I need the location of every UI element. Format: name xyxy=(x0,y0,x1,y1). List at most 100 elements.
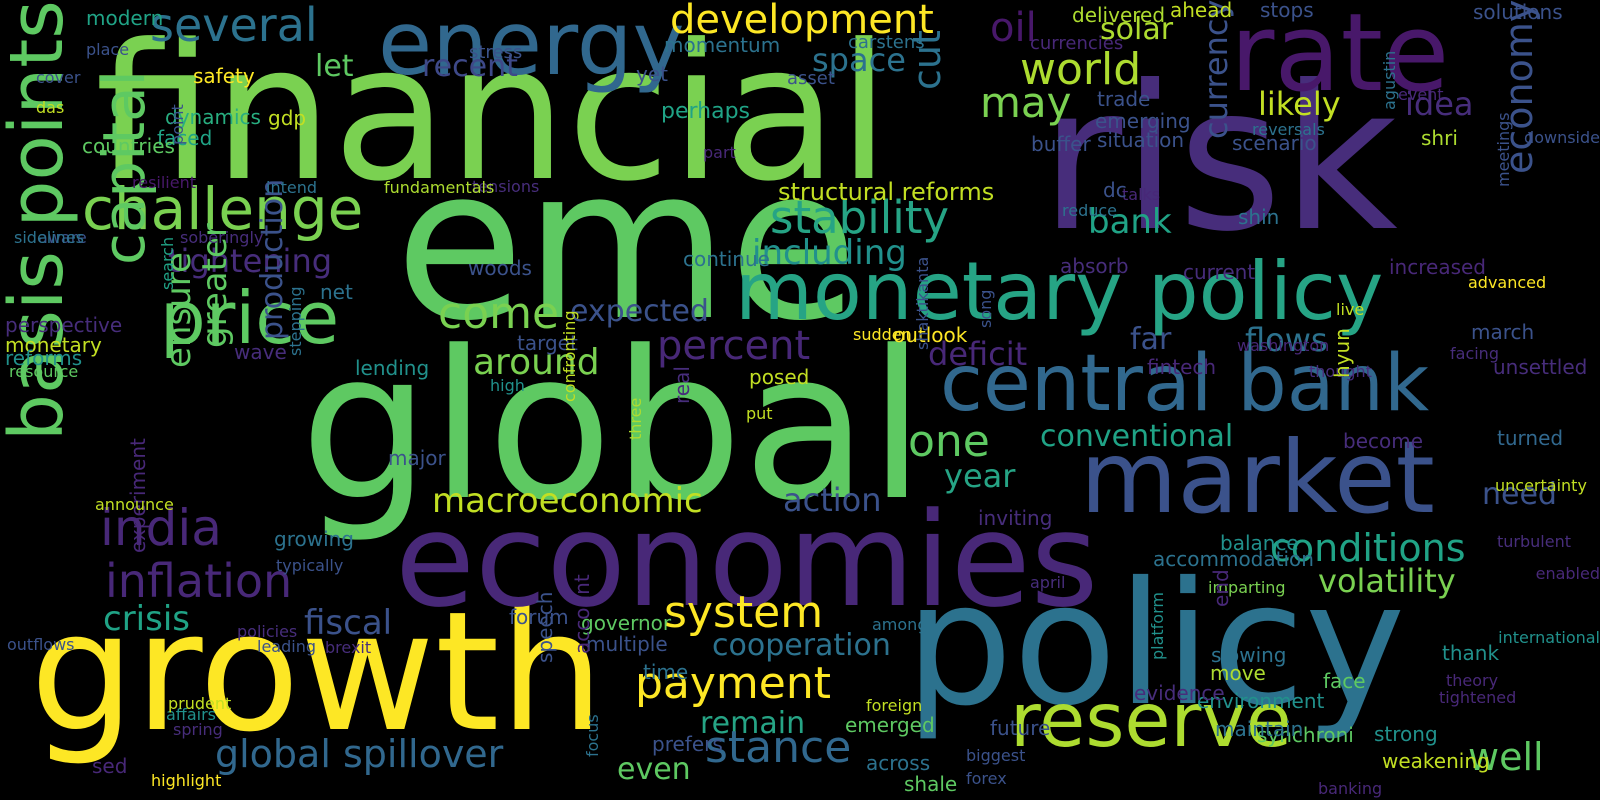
word-modern: modern xyxy=(86,6,164,30)
word-posed: posed xyxy=(749,365,810,389)
word-reforms: reforms xyxy=(5,346,83,370)
word-global: global xyxy=(300,308,926,546)
word-balance: balance xyxy=(1220,531,1299,555)
word-solutions: solutions xyxy=(1473,0,1563,24)
word-need: need xyxy=(1482,477,1557,512)
word-hyun: hyun xyxy=(1330,328,1354,378)
word-major: major xyxy=(388,446,446,470)
word-deficit: deficit xyxy=(928,335,1028,373)
word-inflation: inflation xyxy=(105,554,293,608)
word-financial: financial xyxy=(95,4,890,223)
word-weakening: weakening xyxy=(1382,749,1490,773)
word-woods: woods xyxy=(468,256,532,280)
word-synchroni: synchroni xyxy=(1257,723,1354,747)
word-growth: growth xyxy=(30,576,605,768)
word-sidelines: sidelines xyxy=(14,228,84,247)
word-part: part xyxy=(703,143,736,162)
word-flows: flows xyxy=(1245,321,1328,359)
word-central-bank: central bank xyxy=(940,339,1430,429)
word-space: space xyxy=(812,41,906,79)
word-even: even xyxy=(617,752,691,787)
word-reversals: reversals xyxy=(1252,120,1325,139)
word-international: international xyxy=(1498,628,1600,647)
word-structural-reforms: structural reforms xyxy=(778,178,995,206)
word-das: das xyxy=(36,98,65,117)
word-event: event xyxy=(1398,85,1444,104)
word-stance: stance xyxy=(705,722,852,773)
word-outflows: outflows xyxy=(7,635,75,654)
word-account: account xyxy=(570,574,594,654)
word-forex: forex xyxy=(966,769,1007,788)
word-facing: facing xyxy=(1450,344,1499,363)
word-intend: intend xyxy=(266,178,317,197)
word-environment: environment xyxy=(1197,689,1325,713)
word-fintech: fintech xyxy=(1147,355,1217,379)
word-stress: stress xyxy=(469,42,523,63)
word-april: april xyxy=(1030,573,1066,592)
word-around: around xyxy=(473,342,600,383)
word-end: end xyxy=(1209,569,1233,607)
word-stability: stability xyxy=(770,191,950,244)
word-current: current xyxy=(1183,260,1256,284)
word-rate: rate xyxy=(1230,0,1450,116)
word-enabled: enabled xyxy=(1535,564,1600,583)
word-evidence: evidence xyxy=(1134,681,1225,705)
word-trade: trade xyxy=(1097,87,1151,111)
word-foreign: foreign xyxy=(866,696,923,715)
word-multiple: multiple xyxy=(586,632,668,656)
word-uncertainty: uncertainty xyxy=(1495,476,1587,495)
word-world: world xyxy=(1020,44,1142,95)
word-platform: platform xyxy=(1148,592,1167,660)
word-eme: eme xyxy=(395,122,858,367)
word-maintain: maintain xyxy=(1215,717,1304,741)
word-banking: banking xyxy=(1318,779,1383,798)
word-governor: governor xyxy=(581,611,672,635)
word-speech: speech xyxy=(533,591,557,663)
word-policies: policies xyxy=(237,622,298,641)
word-talks: talks xyxy=(1122,185,1161,204)
word-place: place xyxy=(86,40,130,59)
word-downside: downside xyxy=(1524,128,1600,147)
word-shaktikanta: shaktikanta xyxy=(913,256,932,350)
word-percent: percent xyxy=(657,323,811,369)
word-fundamentals: fundamentals xyxy=(384,178,495,197)
word-become: become xyxy=(1343,429,1424,453)
word-may: may xyxy=(980,78,1072,127)
word-sed: sed xyxy=(92,754,128,778)
word-payment: payment xyxy=(635,658,832,709)
word-market: market xyxy=(1080,419,1435,536)
word-forum: forum xyxy=(509,605,569,629)
word-highlight: highlight xyxy=(151,771,222,790)
word-well: well xyxy=(1468,735,1544,779)
word-countries: countries xyxy=(82,134,175,158)
word-energy: energy xyxy=(378,0,685,95)
word-absorb: absorb xyxy=(1060,254,1129,278)
word-gdp: gdp xyxy=(268,106,307,130)
word-growing: growing xyxy=(274,527,354,551)
word-agustin: agustin xyxy=(1380,50,1399,110)
word-action: action xyxy=(783,481,882,519)
word-risk: risk xyxy=(1040,43,1398,276)
word-idea: idea xyxy=(1405,85,1474,123)
word-global-spillover: global spillover xyxy=(215,732,504,776)
word-scenario: scenario xyxy=(1232,131,1317,155)
word-song: song xyxy=(976,289,995,328)
word-volatility: volatility xyxy=(1318,562,1456,600)
word-macroeconomic: macroeconomic xyxy=(432,481,703,521)
word-development: development xyxy=(670,0,934,43)
word-system: system xyxy=(664,587,824,638)
word-future: future xyxy=(990,716,1051,740)
word-slowing: slowing xyxy=(1211,643,1287,667)
word-advanced: advanced xyxy=(1468,273,1547,292)
word-across: across xyxy=(866,751,931,775)
word-tensions: tensions xyxy=(472,177,540,196)
word-tightening: tightening xyxy=(168,242,333,280)
word-point: point xyxy=(168,104,187,145)
word-theory: theory xyxy=(1446,671,1499,690)
word-emerging: emerging xyxy=(1095,109,1191,133)
word-thought: thought xyxy=(1309,362,1372,381)
word-ahead: ahead xyxy=(1170,0,1233,22)
word-shri: shri xyxy=(1421,126,1458,150)
word-perhaps: perhaps xyxy=(661,99,751,124)
word-dc: dc xyxy=(1103,178,1127,202)
